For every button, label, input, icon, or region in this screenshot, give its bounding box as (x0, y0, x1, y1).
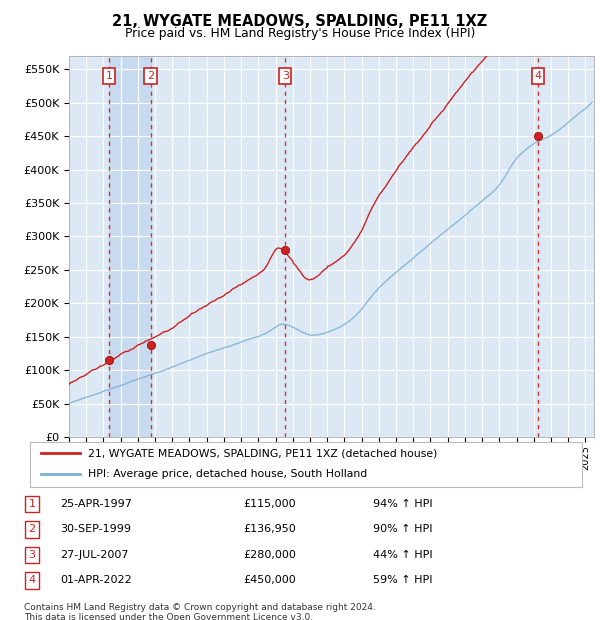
Text: 1: 1 (106, 71, 112, 81)
Text: 01-APR-2022: 01-APR-2022 (60, 575, 132, 585)
Text: 4: 4 (29, 575, 35, 585)
Bar (109, 56, 151, 437)
Text: 4: 4 (535, 71, 542, 81)
Text: 3: 3 (281, 71, 289, 81)
Text: 1: 1 (29, 499, 35, 509)
Text: 2: 2 (147, 71, 154, 81)
Text: 44% ↑ HPI: 44% ↑ HPI (373, 550, 433, 560)
Text: 94% ↑ HPI: 94% ↑ HPI (373, 499, 433, 509)
Text: 2: 2 (29, 525, 35, 534)
Text: 21, WYGATE MEADOWS, SPALDING, PE11 1XZ (detached house): 21, WYGATE MEADOWS, SPALDING, PE11 1XZ (… (88, 448, 437, 458)
Text: 21, WYGATE MEADOWS, SPALDING, PE11 1XZ: 21, WYGATE MEADOWS, SPALDING, PE11 1XZ (112, 14, 488, 29)
Text: HPI: Average price, detached house, South Holland: HPI: Average price, detached house, Sout… (88, 469, 367, 479)
Text: 90% ↑ HPI: 90% ↑ HPI (373, 525, 433, 534)
Text: £136,950: £136,950 (244, 525, 296, 534)
Text: £450,000: £450,000 (244, 575, 296, 585)
Text: 30-SEP-1999: 30-SEP-1999 (60, 525, 131, 534)
Text: Contains HM Land Registry data © Crown copyright and database right 2024.
This d: Contains HM Land Registry data © Crown c… (24, 603, 376, 620)
Text: 27-JUL-2007: 27-JUL-2007 (60, 550, 129, 560)
Text: Price paid vs. HM Land Registry's House Price Index (HPI): Price paid vs. HM Land Registry's House … (125, 27, 475, 40)
Text: 25-APR-1997: 25-APR-1997 (60, 499, 132, 509)
Text: 59% ↑ HPI: 59% ↑ HPI (373, 575, 433, 585)
Text: £115,000: £115,000 (244, 499, 296, 509)
Text: 3: 3 (29, 550, 35, 560)
Text: £280,000: £280,000 (244, 550, 296, 560)
